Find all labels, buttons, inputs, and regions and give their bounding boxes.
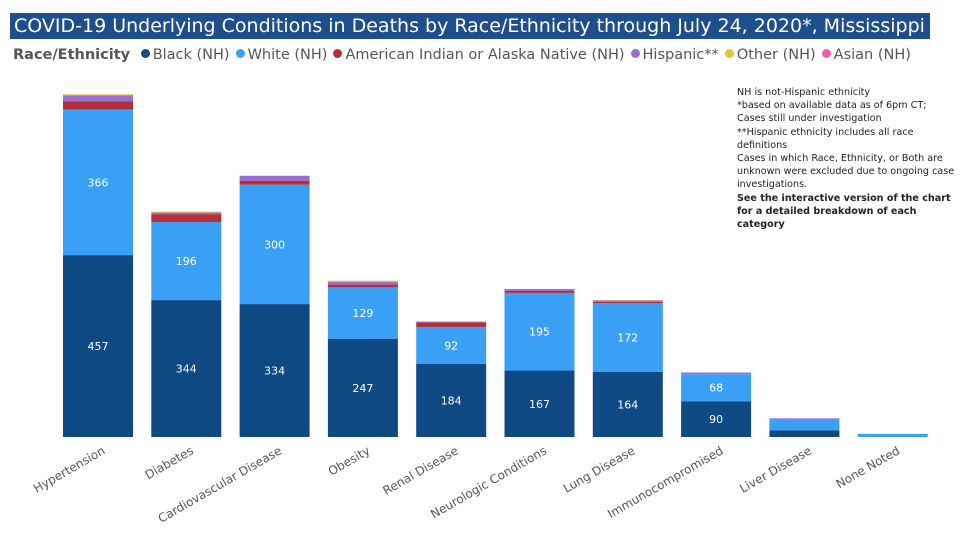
bar-segment[interactable] (151, 211, 222, 213)
legend-marker (140, 49, 150, 58)
bar-segment[interactable] (63, 95, 133, 102)
note-0: NH is not-Hispanic ethnicity (737, 87, 871, 98)
legend-title: Race/Ethnicity (13, 47, 131, 63)
bar-segment[interactable] (416, 363, 487, 437)
note-1: *based on available data as of 6pm CT; C… (737, 100, 927, 125)
bar-segment[interactable] (327, 338, 398, 437)
bar-segment[interactable] (769, 419, 840, 431)
data-label: 92 (444, 339, 458, 352)
legend-marker (821, 49, 831, 58)
bar-segment[interactable] (327, 284, 398, 288)
bar-segment[interactable] (592, 371, 663, 437)
bar-segment[interactable] (239, 184, 310, 305)
data-label: 196 (176, 255, 197, 268)
bar-segment[interactable] (327, 280, 398, 282)
data-label: 167 (529, 398, 550, 411)
bar-segment[interactable] (239, 180, 310, 185)
data-label: 247 (352, 382, 373, 395)
bar-segment[interactable] (681, 401, 752, 437)
bar-segment[interactable] (151, 212, 222, 215)
bar-segment[interactable] (504, 290, 575, 293)
bar-segment[interactable] (239, 175, 310, 181)
legend-label: Black (NH) (152, 47, 230, 63)
bar-segment[interactable] (504, 292, 575, 371)
x-tick-label: Hypertension (31, 443, 108, 495)
bar-segment[interactable] (681, 372, 752, 375)
data-label: 90 (709, 413, 723, 426)
bar-segment[interactable] (416, 322, 487, 328)
legend-marker (724, 49, 734, 58)
x-tick-label: Liver Disease (737, 443, 814, 495)
bar-segment[interactable] (151, 214, 222, 223)
bar-segment[interactable] (681, 374, 752, 402)
legend-item-5[interactable]: Asian (NH) (821, 47, 911, 63)
chart-title: COVID-19 Underlying Conditions in Deaths… (10, 13, 930, 39)
bar-segment[interactable] (769, 418, 840, 420)
data-label: 300 (264, 238, 285, 251)
bar-segment[interactable] (592, 301, 663, 304)
bar-segment[interactable] (327, 287, 398, 339)
legend-label: White (NH) (247, 47, 328, 63)
x-tick-label: Lung Disease (561, 443, 638, 495)
bar-segment[interactable] (504, 370, 575, 437)
data-label: 129 (352, 307, 373, 320)
legend-marker (333, 49, 343, 58)
x-tick-label: Obesity (326, 443, 373, 478)
legend: Race/Ethnicity Black (NH) White (NH) Ameri… (13, 47, 917, 63)
x-tick-label: Diabetes (143, 443, 196, 482)
note-4: See the interactive version of the chart… (737, 192, 951, 231)
data-label: 195 (529, 326, 550, 339)
bar-segment[interactable] (63, 94, 133, 96)
legend-item-4[interactable]: Other (NH) (724, 47, 816, 63)
legend-marker (630, 49, 640, 58)
legend-label: Asian (NH) (833, 47, 911, 63)
legend-marker (235, 49, 245, 58)
x-tick-label: Renal Disease (381, 443, 461, 497)
bar-segment[interactable] (63, 109, 133, 256)
legend-item-2[interactable]: American Indian or Alaska Native (NH) (333, 47, 625, 63)
x-tick-label: None Noted (834, 443, 903, 491)
bar-segment[interactable] (416, 327, 487, 364)
legend-item-1[interactable]: White (NH) (235, 47, 328, 63)
bar-segment[interactable] (592, 300, 663, 302)
data-label: 334 (264, 365, 285, 378)
bar-segment[interactable] (151, 222, 222, 301)
bar-segment[interactable] (504, 288, 575, 291)
data-label: 457 (88, 340, 109, 353)
footnotes: NH is not-Hispanic ethnicity *based on a… (737, 86, 957, 231)
legend-label: Other (NH) (736, 47, 816, 63)
data-label: 184 (441, 394, 462, 407)
bar-segment[interactable] (857, 433, 928, 437)
bar-segment[interactable] (239, 304, 310, 437)
bar-segment[interactable] (416, 321, 487, 323)
bar-segment[interactable] (63, 101, 133, 110)
data-label: 172 (617, 332, 638, 345)
bar-segment[interactable] (327, 281, 398, 285)
bar-segment[interactable] (592, 303, 663, 372)
bar-segment[interactable] (63, 255, 133, 437)
legend-label: American Indian or Alaska Native (NH) (345, 47, 625, 63)
legend-item-0[interactable]: Black (NH) (140, 47, 230, 63)
legend-item-3[interactable]: Hispanic** (630, 47, 719, 63)
bar-segment[interactable] (151, 300, 222, 437)
note-2: **Hispanic ethnicity includes all race d… (737, 126, 914, 151)
data-label: 164 (617, 398, 638, 411)
note-3: Cases in which Race, Ethnicity, or Both … (737, 153, 955, 191)
data-label: 366 (88, 176, 109, 189)
data-label: 68 (709, 382, 723, 395)
legend-label: Hispanic** (642, 47, 719, 63)
bar-segment[interactable] (769, 430, 840, 437)
data-label: 344 (176, 363, 197, 376)
